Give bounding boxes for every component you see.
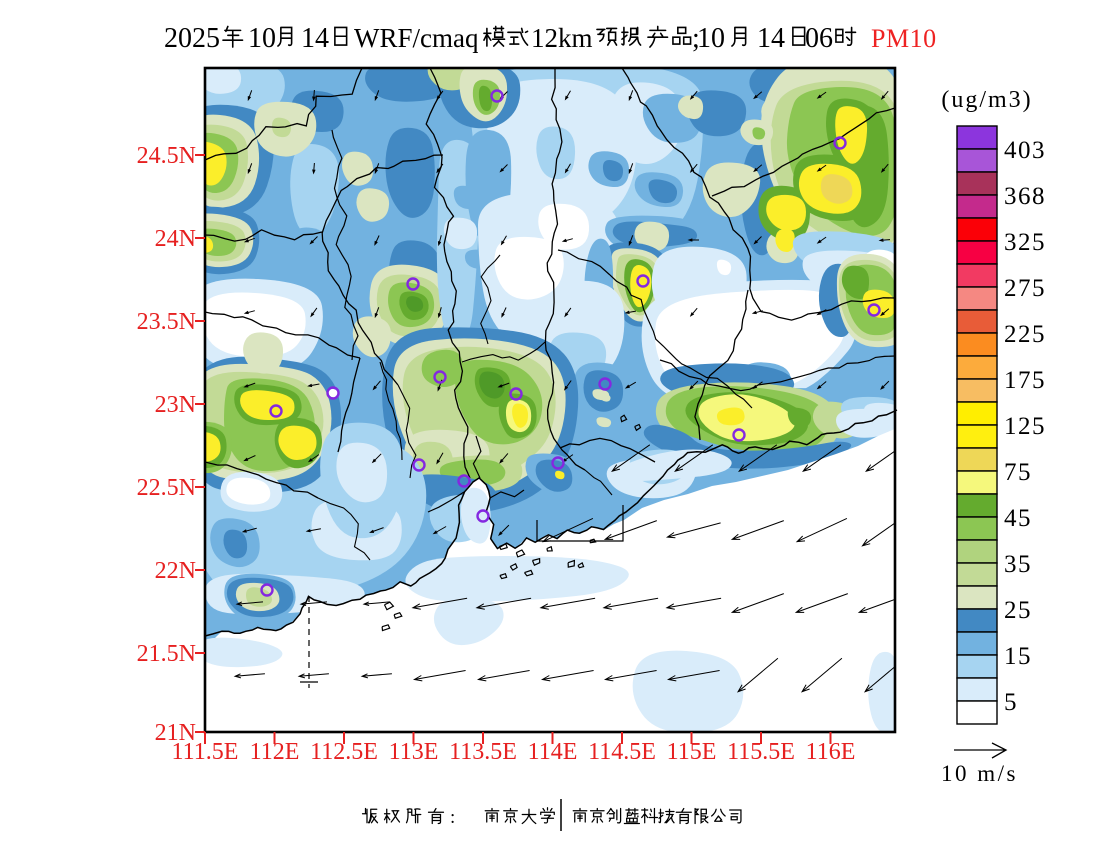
- svg-text:06: 06: [805, 23, 833, 54]
- svg-text:21.5N: 21.5N: [137, 641, 196, 667]
- svg-text:125: 125: [1004, 413, 1046, 440]
- svg-text:14: 14: [757, 23, 785, 54]
- svg-text:22.5N: 22.5N: [137, 475, 196, 501]
- svg-text:368: 368: [1004, 183, 1046, 210]
- svg-text:2025: 2025: [164, 23, 220, 54]
- svg-text:10 m/s: 10 m/s: [941, 761, 1018, 786]
- svg-text:175: 175: [1004, 367, 1046, 394]
- svg-text:23.5N: 23.5N: [137, 309, 196, 335]
- svg-text:225: 225: [1004, 321, 1046, 348]
- svg-text::: :: [450, 807, 455, 828]
- svg-text:112.5E: 112.5E: [310, 739, 378, 765]
- svg-text:115.5E: 115.5E: [727, 739, 795, 765]
- svg-text:45: 45: [1004, 505, 1032, 532]
- svg-text:403: 403: [1004, 137, 1046, 164]
- svg-text:35: 35: [1004, 551, 1032, 578]
- svg-text:(ug/m3): (ug/m3): [941, 87, 1032, 113]
- svg-text:112E: 112E: [250, 739, 300, 765]
- svg-text:115E: 115E: [667, 739, 717, 765]
- svg-text:275: 275: [1004, 275, 1046, 302]
- svg-text:24N: 24N: [155, 226, 196, 252]
- svg-text:21N: 21N: [155, 720, 196, 746]
- svg-text:114.5E: 114.5E: [588, 739, 656, 765]
- svg-text:12km: 12km: [531, 23, 593, 53]
- svg-text:25: 25: [1004, 597, 1032, 624]
- svg-text:PM10: PM10: [871, 24, 937, 53]
- svg-text:23N: 23N: [155, 392, 196, 418]
- svg-text:113.5E: 113.5E: [449, 739, 517, 765]
- svg-text:22N: 22N: [155, 558, 196, 584]
- svg-text:24.5N: 24.5N: [137, 143, 196, 169]
- svg-text:325: 325: [1004, 229, 1046, 256]
- svg-text:WRF/cmaq: WRF/cmaq: [354, 23, 479, 53]
- svg-text:;: ;: [692, 23, 700, 54]
- svg-text:10: 10: [248, 23, 276, 54]
- svg-text:14: 14: [301, 23, 329, 54]
- svg-text:10: 10: [697, 23, 725, 54]
- svg-text:75: 75: [1004, 459, 1032, 486]
- svg-text:113E: 113E: [389, 739, 439, 765]
- svg-text:114E: 114E: [528, 739, 578, 765]
- svg-text:15: 15: [1004, 643, 1032, 670]
- svg-text:111.5E: 111.5E: [172, 739, 239, 765]
- svg-text:116E: 116E: [806, 739, 856, 765]
- svg-text:5: 5: [1004, 689, 1018, 716]
